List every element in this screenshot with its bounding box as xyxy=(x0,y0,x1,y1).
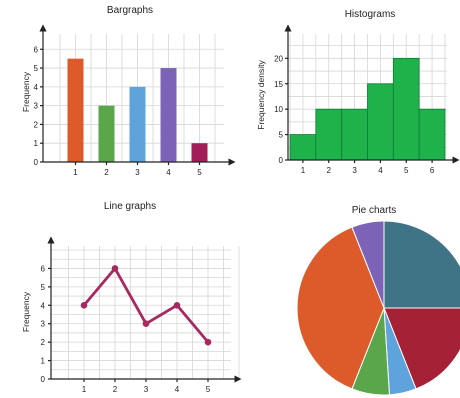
line-chart-xtick-label: 2 xyxy=(113,385,118,394)
line-chart-ylabel: Frequency xyxy=(21,291,31,332)
bar-chart-ytick-label: 4 xyxy=(34,83,39,92)
line-chart-point xyxy=(143,320,150,327)
line-chart-point xyxy=(81,302,88,309)
histogram-bar xyxy=(393,58,419,160)
line-chart-point xyxy=(205,339,212,346)
histogram-ytick-label: 20 xyxy=(274,54,283,63)
line-chart: Line graphs Frequency 0 1 2 3 4 5 6 1 2 3 4 5 xyxy=(21,201,239,394)
line-chart-ytick-label: 2 xyxy=(41,338,46,347)
line-chart-xtick-label: 3 xyxy=(144,385,149,394)
histogram-bar xyxy=(316,109,342,160)
line-chart-ytick-label: 5 xyxy=(41,283,46,292)
bar-chart-ylabel: Frequency xyxy=(21,71,31,112)
bar-chart: Bargraphs Frequency 0 1 2 3 4 5 6 1 2 3 4 5 xyxy=(21,5,232,177)
bar-chart-ytick-label: 6 xyxy=(34,45,39,54)
histogram-ytick-label: 5 xyxy=(279,131,284,140)
bar-chart-bar xyxy=(130,87,146,162)
histogram-bar xyxy=(419,109,445,160)
bar-chart-xtick-label: 2 xyxy=(104,168,109,177)
bar-chart-ytick-label: 0 xyxy=(34,158,39,167)
histogram-xtick-label: 2 xyxy=(327,166,332,175)
line-chart-point xyxy=(112,265,119,272)
bar-chart-ytick-label: 5 xyxy=(34,64,39,73)
bar-chart-bar xyxy=(68,59,84,162)
bar-chart-xtick-label: 4 xyxy=(166,168,171,177)
line-chart-title: Line graphs xyxy=(104,201,156,212)
line-chart-ytick-label: 3 xyxy=(41,320,46,329)
histogram-bar xyxy=(290,135,316,160)
pie-slice xyxy=(384,221,460,308)
bar-chart-bar xyxy=(192,143,208,162)
bar-chart-bar xyxy=(161,68,177,162)
bar-chart-xtick-label: 1 xyxy=(73,168,78,177)
line-chart-ytick-label: 4 xyxy=(41,301,46,310)
line-chart-xtick-label: 4 xyxy=(175,385,180,394)
histogram-xtick-label: 4 xyxy=(378,166,383,175)
bar-chart-xtick-label: 3 xyxy=(135,168,140,177)
line-chart-ytick-label: 6 xyxy=(41,264,46,273)
histogram-bar xyxy=(342,109,368,160)
pie-chart-title: Pie charts xyxy=(352,205,396,216)
histogram-xtick-label: 6 xyxy=(430,166,435,175)
histogram-ylabel: Frequency density xyxy=(256,60,266,130)
line-chart-point xyxy=(174,302,181,309)
bar-chart-xtick-label: 5 xyxy=(197,168,202,177)
histogram-ytick-label: 10 xyxy=(274,105,283,114)
line-chart-xtick-label: 5 xyxy=(206,385,211,394)
bar-chart-ytick-label: 1 xyxy=(34,139,39,148)
bar-chart-bar xyxy=(99,106,115,162)
bar-chart-ytick-label: 2 xyxy=(34,120,39,129)
histogram-xtick-label: 1 xyxy=(301,166,306,175)
bar-chart-title: Bargraphs xyxy=(107,5,153,16)
line-chart-ytick-label: 1 xyxy=(41,357,46,366)
line-chart-ytick-label: 0 xyxy=(41,375,46,384)
bar-chart-ytick-label: 3 xyxy=(34,102,39,111)
histogram-title: Histograms xyxy=(345,9,396,20)
line-chart-xtick-label: 1 xyxy=(82,385,87,394)
histogram-bar xyxy=(368,84,394,160)
histogram-chart: Histograms Frequency density 0 5 10 15 20 1 2 3… xyxy=(256,9,456,175)
histogram-xtick-label: 3 xyxy=(352,166,357,175)
histogram-ytick-label: 15 xyxy=(274,80,283,89)
pie-chart: Pie charts xyxy=(297,205,460,395)
histogram-ytick-label: 0 xyxy=(279,156,284,165)
histogram-xtick-label: 5 xyxy=(404,166,409,175)
